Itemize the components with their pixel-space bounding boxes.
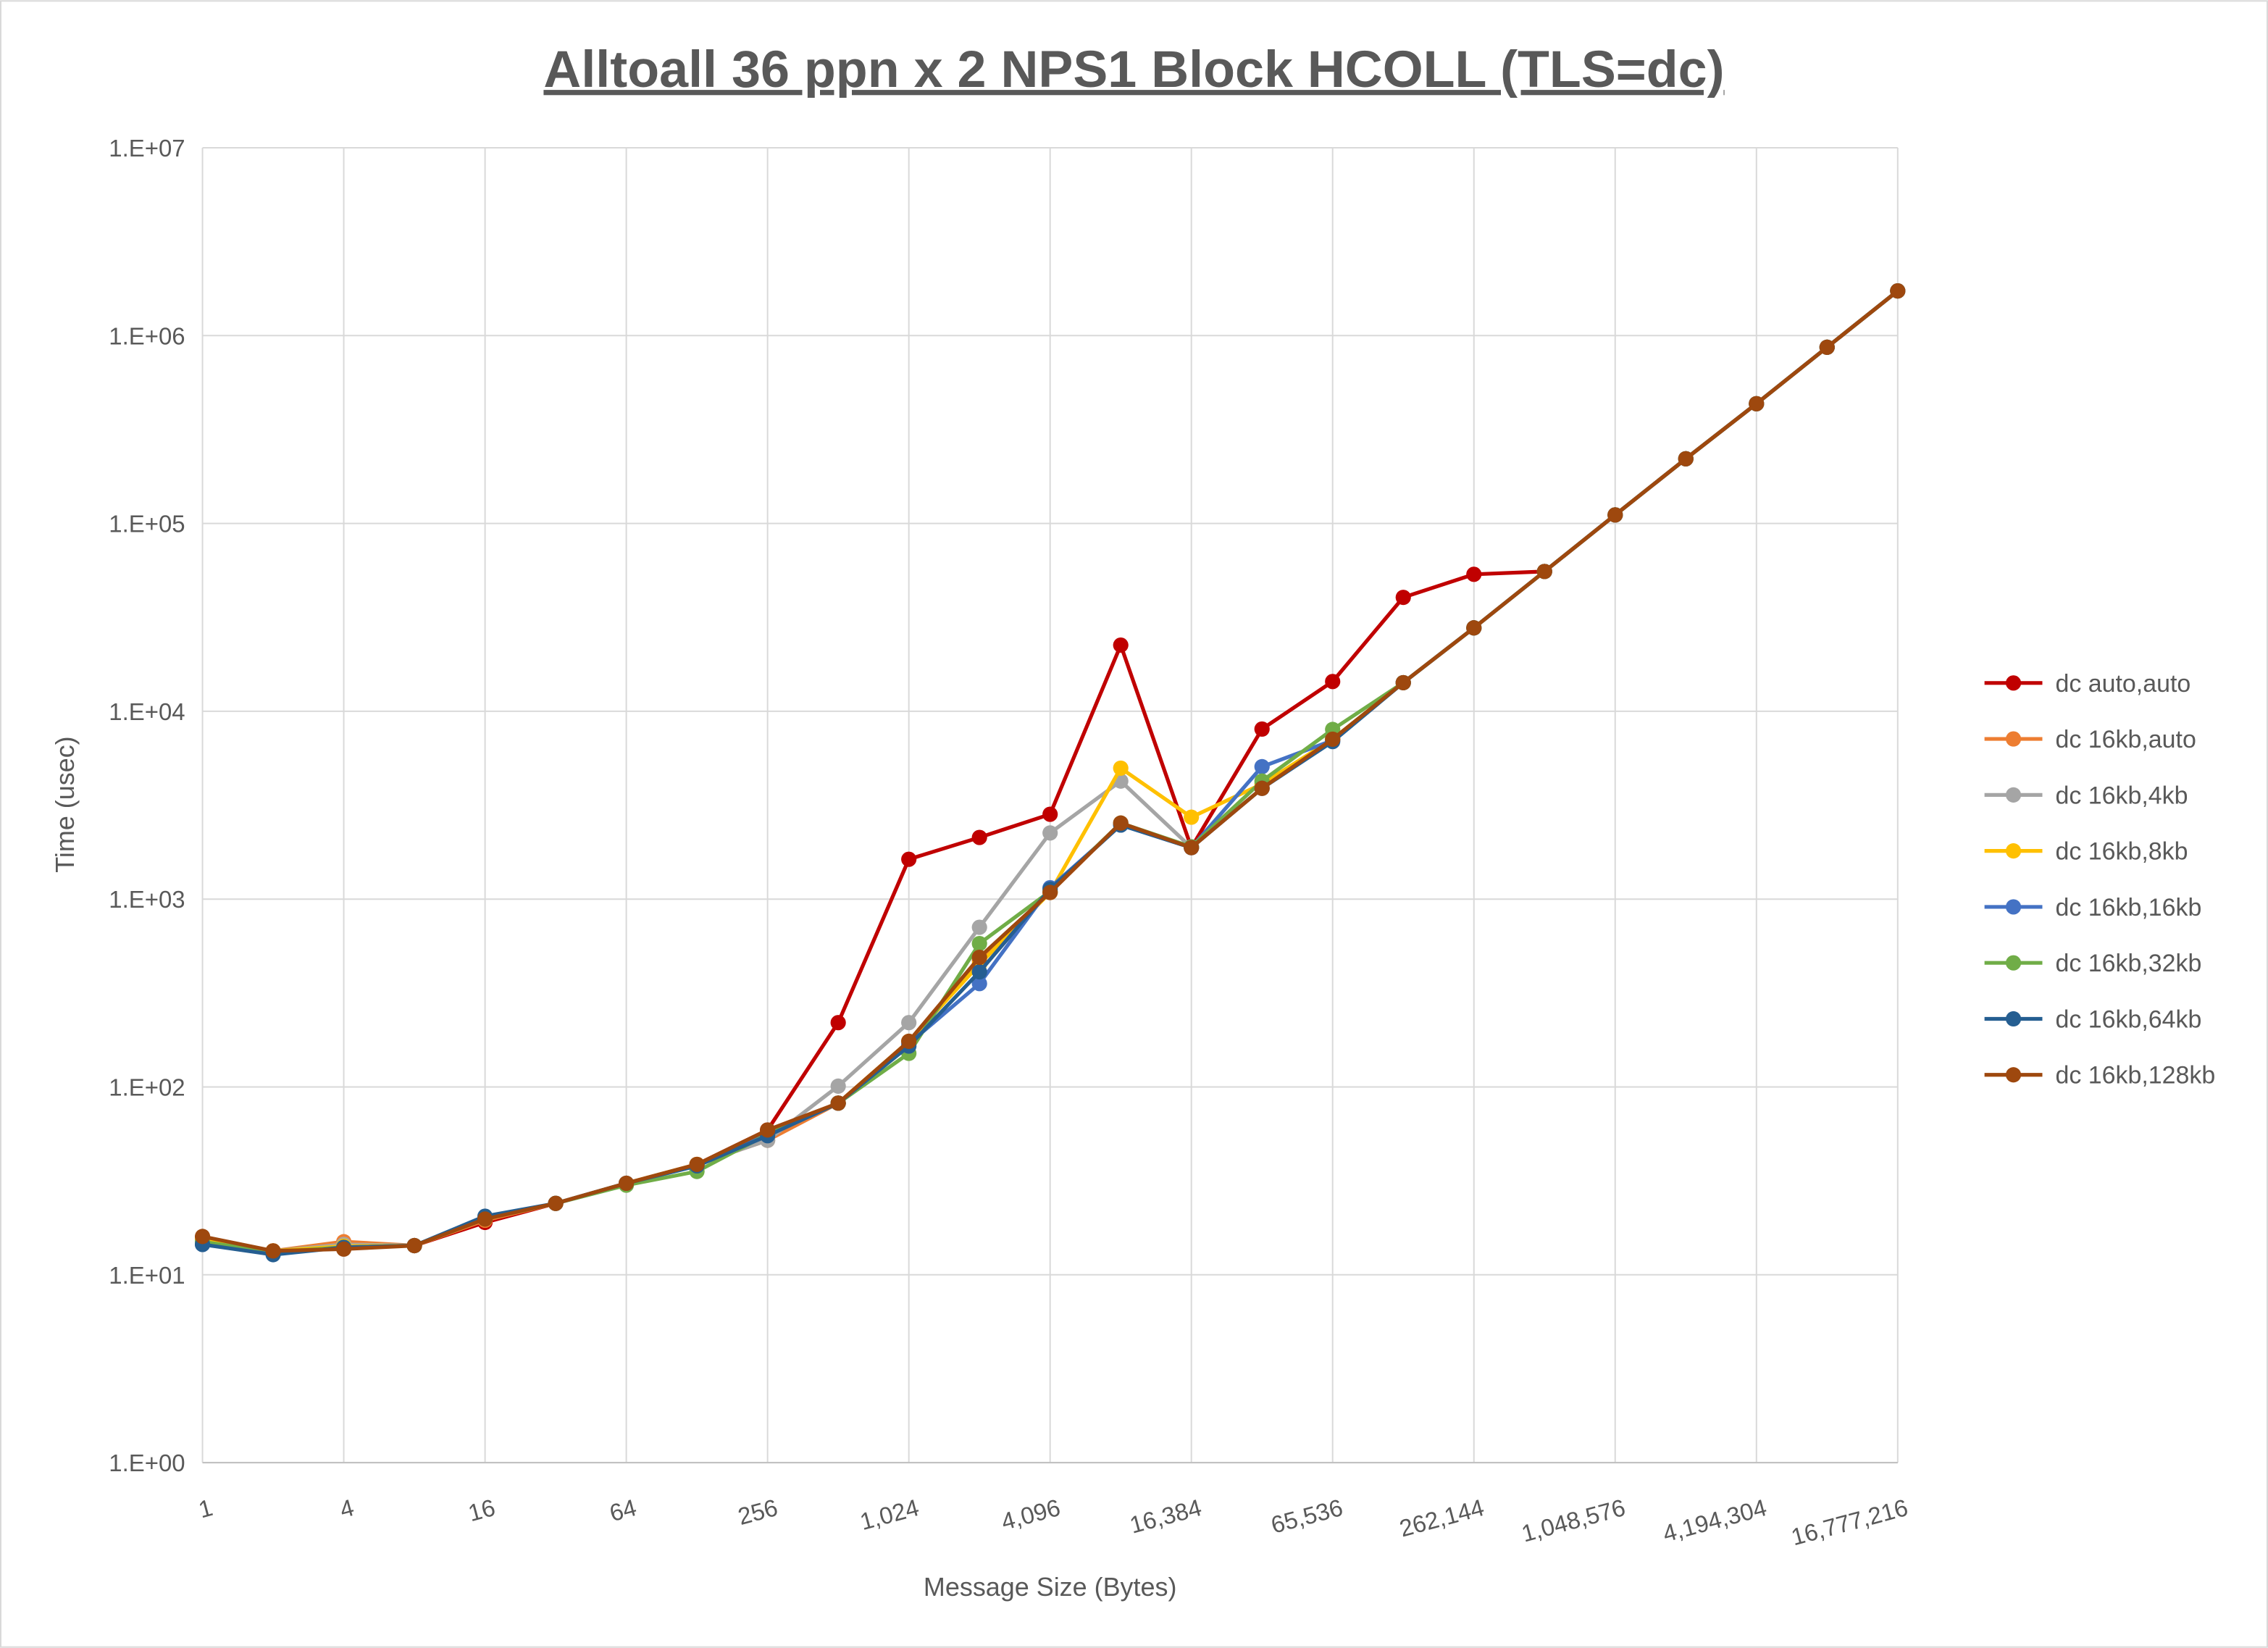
data-point — [1678, 451, 1694, 467]
legend-label: dc 16kb,32kb — [2055, 950, 2201, 977]
y-tick-label: 1.E+07 — [109, 135, 185, 162]
data-point — [1042, 806, 1058, 822]
legend-label: dc 16kb,auto — [2055, 726, 2196, 753]
data-point — [1184, 840, 1200, 856]
data-point — [1042, 825, 1058, 841]
legend-label: dc auto,auto — [2055, 670, 2190, 698]
data-point — [760, 1122, 776, 1138]
y-tick-label: 1.E+01 — [109, 1262, 185, 1289]
data-point — [1890, 283, 1906, 299]
data-point — [1749, 396, 1765, 411]
series-group — [194, 283, 1906, 1263]
y-tick-labels: 1.E+00 1.E+01 1.E+02 1.E+03 1.E+04 1.E+05 1.E+… — [109, 135, 185, 1476]
data-point — [477, 1211, 493, 1227]
data-point — [1325, 731, 1341, 748]
series-dc-16kb-128kb — [194, 283, 1906, 1259]
data-point — [1819, 339, 1835, 355]
data-point — [901, 1015, 917, 1031]
data-point — [830, 1078, 846, 1094]
x-tick-label: 64 — [606, 1494, 639, 1526]
data-point — [1607, 507, 1623, 523]
data-point — [1113, 815, 1129, 831]
x-axis-label: Message Size (Bytes) — [924, 1572, 1177, 1602]
data-point — [619, 1175, 635, 1192]
data-point — [689, 1156, 705, 1172]
legend-swatch-marker — [2005, 1067, 2022, 1083]
y-tick-label: 1.E+03 — [109, 886, 185, 913]
y-tick-label: 1.E+04 — [109, 698, 185, 725]
data-point — [1254, 721, 1270, 737]
y-tick-label: 1.E+05 — [109, 511, 185, 538]
data-point — [1254, 758, 1270, 774]
data-point — [830, 1015, 846, 1031]
legend-label: dc 16kb,64kb — [2055, 1005, 2201, 1033]
data-point — [1113, 760, 1129, 776]
legend-item: dc 16kb,4kb — [1984, 782, 2188, 809]
legend-swatch-marker — [2005, 843, 2022, 859]
data-point — [265, 1243, 281, 1259]
data-point — [971, 829, 987, 845]
data-point — [971, 935, 987, 952]
legend-item: dc 16kb,32kb — [1984, 950, 2201, 977]
data-point — [901, 1033, 917, 1050]
data-point — [1325, 674, 1341, 690]
x-tick-label: 16 — [465, 1494, 498, 1526]
legend-item: dc 16kb,auto — [1984, 726, 2196, 753]
data-point — [548, 1195, 564, 1211]
chart-title: Alltoall 36 ppn x 2 NPS1 Block HCOLL (TL… — [543, 41, 1724, 99]
legend-label: dc 16kb,16kb — [2055, 894, 2201, 921]
legend-swatch-marker — [2005, 675, 2022, 691]
data-point — [971, 949, 987, 966]
legend-swatch-marker — [2005, 1011, 2022, 1027]
data-point — [1395, 590, 1411, 606]
legend-label: dc 16kb,128kb — [2055, 1062, 2215, 1089]
y-tick-label: 1.E+02 — [109, 1074, 185, 1100]
data-point — [194, 1229, 211, 1245]
legend: dc auto,auto dc 16kb,auto dc 16kb,4kb dc 16… — [1984, 670, 2215, 1089]
legend-swatch-marker — [2005, 731, 2022, 747]
legend-item: dc 16kb,16kb — [1984, 894, 2201, 921]
data-point — [971, 976, 987, 992]
data-point — [1184, 809, 1200, 825]
data-point — [1042, 884, 1058, 900]
legend-swatch-marker — [2005, 899, 2022, 915]
data-point — [830, 1095, 846, 1111]
legend-label: dc 16kb,8kb — [2055, 838, 2188, 866]
legend-swatch-marker — [2005, 955, 2022, 971]
gridlines — [201, 146, 1899, 1464]
legend-item: dc 16kb,64kb — [1984, 1005, 2201, 1033]
y-tick-label: 1.E+06 — [109, 322, 185, 349]
data-point — [1113, 637, 1129, 653]
data-point — [406, 1237, 422, 1254]
legend-label: dc 16kb,4kb — [2055, 782, 2188, 809]
data-point — [1395, 674, 1411, 690]
legend-item: dc 16kb,8kb — [1984, 838, 2188, 866]
legend-swatch-marker — [2005, 787, 2022, 803]
y-tick-label: 1.E+00 — [109, 1450, 185, 1476]
y-axis-label: Time (usec) — [50, 736, 80, 872]
data-point — [971, 919, 987, 935]
legend-item: dc 16kb,128kb — [1984, 1062, 2215, 1089]
data-point — [1536, 564, 1552, 580]
legend-item: dc auto,auto — [1984, 670, 2190, 698]
data-point — [1466, 620, 1482, 636]
data-point — [335, 1241, 352, 1257]
data-point — [1466, 566, 1482, 582]
data-point — [901, 851, 917, 867]
data-point — [971, 964, 987, 980]
data-point — [1254, 780, 1270, 796]
